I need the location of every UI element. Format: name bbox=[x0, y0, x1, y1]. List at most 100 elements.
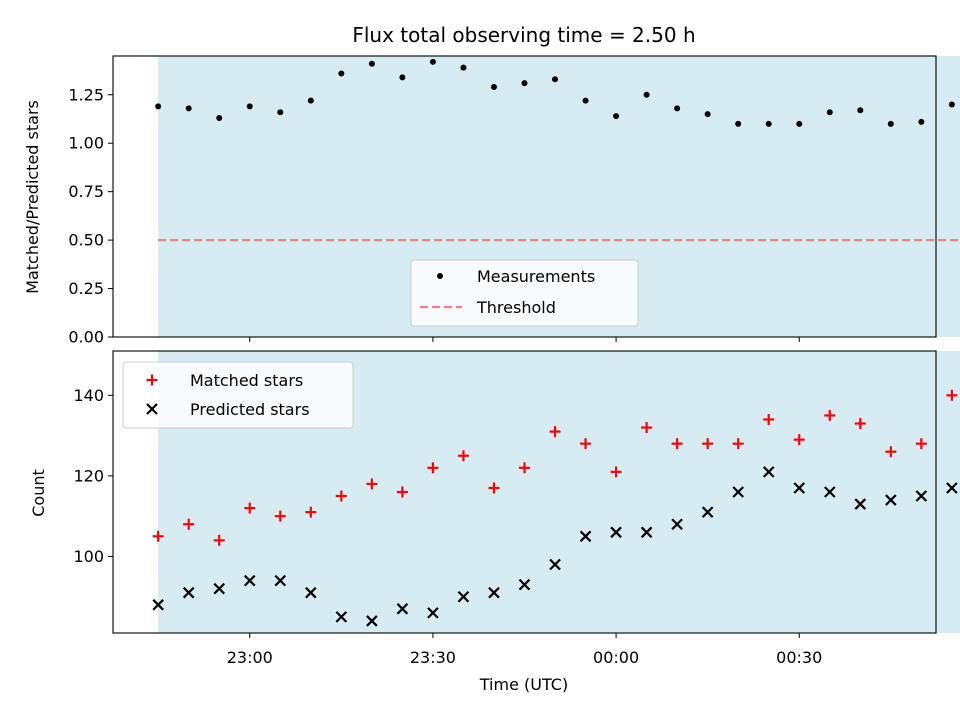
measurement-point bbox=[490, 84, 497, 91]
x-stroke-2 bbox=[366, 615, 378, 627]
predicted-stars-point bbox=[671, 518, 683, 531]
predicted-stars-point bbox=[793, 482, 806, 494]
predicted-stars-point bbox=[640, 526, 653, 539]
legend: Matched stars Predicted stars bbox=[122, 361, 354, 429]
matched-stars-point bbox=[244, 502, 256, 514]
predicted-stars-point bbox=[885, 494, 897, 506]
measurement-point bbox=[246, 103, 253, 110]
matched-stars-point bbox=[885, 446, 897, 458]
measurement-point bbox=[429, 58, 436, 65]
x-stroke-2 bbox=[396, 603, 409, 615]
legend-label: Measurements bbox=[477, 267, 595, 286]
x-stroke-2 bbox=[488, 586, 500, 599]
matched-stars-point bbox=[671, 438, 683, 450]
legend-x-marker bbox=[146, 403, 158, 415]
top-subplot: Flux total observing time = 2.50 h Match… bbox=[23, 23, 960, 347]
matched-stars-point bbox=[580, 438, 592, 450]
predicted-stars-point bbox=[610, 526, 622, 539]
predicted-stars-point bbox=[396, 603, 409, 615]
x-stroke-2 bbox=[823, 486, 836, 498]
measurement-point bbox=[582, 97, 589, 104]
measurement-point bbox=[399, 74, 406, 81]
measurement-point bbox=[857, 107, 864, 114]
matched-stars-point bbox=[824, 409, 836, 421]
matched-stars-point bbox=[305, 506, 317, 518]
x-axis-label: Time (UTC) bbox=[479, 675, 568, 694]
x-stroke-2 bbox=[457, 590, 470, 603]
matched-stars-point bbox=[488, 482, 500, 494]
x-stroke-2 bbox=[305, 586, 317, 599]
matched-stars-point bbox=[946, 389, 958, 401]
x-stroke-2 bbox=[579, 530, 592, 543]
predicted-stars-point bbox=[549, 558, 561, 571]
predicted-stars-point bbox=[854, 498, 867, 510]
predicted-stars-point bbox=[243, 574, 256, 587]
matched-stars-point bbox=[427, 462, 439, 474]
matched-stars-point bbox=[641, 422, 653, 434]
axes-frame bbox=[112, 350, 937, 634]
x-stroke-2 bbox=[762, 466, 775, 478]
matched-stars-point bbox=[396, 486, 408, 498]
x-stroke-2 bbox=[152, 599, 164, 611]
x-stroke-2 bbox=[518, 578, 531, 591]
matched-stars-point bbox=[549, 426, 561, 438]
matched-stars-point bbox=[519, 462, 530, 474]
predicted-stars-point bbox=[762, 466, 775, 478]
x-stroke-2 bbox=[701, 506, 714, 518]
x-stroke-2 bbox=[915, 490, 928, 502]
matched-stars-point bbox=[213, 534, 225, 546]
legend-box bbox=[122, 361, 354, 429]
measurement-point bbox=[277, 109, 284, 116]
predicted-stars-point bbox=[915, 490, 928, 502]
predicted-stars-point bbox=[579, 530, 592, 543]
y-tick-label: 1.25 bbox=[68, 85, 104, 104]
y-tick-label: 140 bbox=[73, 386, 104, 405]
matched-stars-point bbox=[335, 490, 347, 502]
x-stroke-2 bbox=[274, 574, 287, 587]
y-tick-label: 1.00 bbox=[68, 134, 104, 153]
matched-stars-point bbox=[915, 438, 927, 450]
x-tick-label: 00:30 bbox=[776, 648, 822, 667]
y-tick-label: 0.75 bbox=[68, 182, 104, 201]
matched-stars-point bbox=[854, 418, 866, 430]
legend-label: Matched stars bbox=[190, 371, 303, 390]
measurement-point bbox=[307, 97, 314, 104]
measurement-point bbox=[643, 91, 650, 98]
legend-measurement-marker bbox=[437, 273, 443, 279]
measurement-point bbox=[155, 103, 162, 110]
x-stroke-2 bbox=[335, 611, 348, 623]
x-tick-label: 23:00 bbox=[227, 648, 273, 667]
measurement-point bbox=[796, 120, 803, 127]
legend-box bbox=[410, 259, 639, 327]
measurement-point bbox=[338, 70, 345, 77]
legend-label: Predicted stars bbox=[190, 400, 310, 419]
x-stroke-2 bbox=[243, 574, 256, 587]
x-stroke-2 bbox=[549, 558, 561, 571]
matched-stars-point bbox=[702, 438, 714, 450]
x-tick-label: 23:30 bbox=[410, 648, 456, 667]
x-stroke-2 bbox=[732, 486, 744, 498]
predicted-stars-point bbox=[305, 586, 317, 599]
predicted-stars-point bbox=[823, 486, 836, 498]
x-stroke-2 bbox=[671, 518, 683, 531]
measurement-point bbox=[552, 76, 559, 83]
predicted-stars-point bbox=[457, 590, 470, 603]
x-stroke-2 bbox=[854, 498, 867, 510]
y-tick-label: 100 bbox=[73, 547, 104, 566]
predicted-stars-point bbox=[182, 586, 195, 599]
legend-label: Threshold bbox=[476, 298, 556, 317]
measurement-point bbox=[613, 113, 620, 120]
matched-stars-point bbox=[763, 413, 775, 425]
x-stroke-2 bbox=[182, 586, 195, 599]
predicted-stars-point bbox=[274, 574, 287, 587]
predicted-stars-point bbox=[427, 607, 439, 619]
predicted-stars-point bbox=[488, 586, 500, 599]
measurement-point bbox=[765, 120, 772, 127]
measurement-point bbox=[887, 120, 894, 127]
measurement-point bbox=[368, 60, 375, 67]
x-stroke-2 bbox=[793, 482, 806, 494]
measurement-point bbox=[185, 105, 192, 112]
chart-title: Flux total observing time = 2.50 h bbox=[352, 23, 695, 47]
measurement-point bbox=[216, 115, 223, 122]
